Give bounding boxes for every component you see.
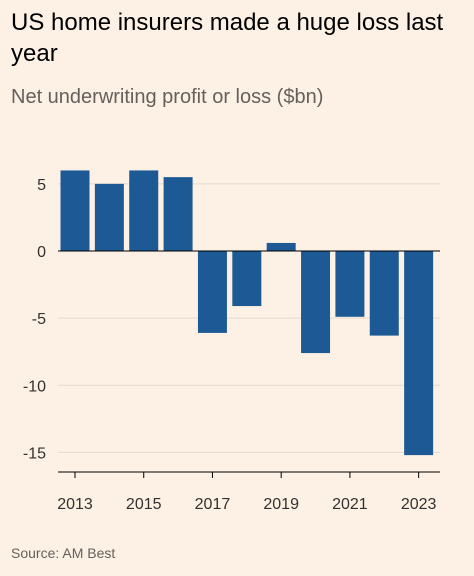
x-tick-label: 2013 <box>57 496 93 513</box>
y-tick-label: 0 <box>37 244 46 261</box>
bar-2020 <box>301 251 331 354</box>
bar-2013 <box>60 170 90 251</box>
chart-subtitle: Net underwriting profit or loss ($bn) <box>11 86 324 108</box>
bar-2022 <box>369 251 399 336</box>
bar-2014 <box>94 183 124 251</box>
bar-2018 <box>232 251 262 307</box>
bar-2023 <box>404 251 434 456</box>
y-tick-labels: 5 0 -5 -10 -15 <box>23 177 46 463</box>
bar-2015 <box>129 170 159 251</box>
bar-2017 <box>197 251 227 333</box>
x-tick-label: 2021 <box>332 496 368 513</box>
y-tick-label: -10 <box>23 378 46 395</box>
source-note: Source: AM Best <box>11 545 116 561</box>
bar-chart: 5 0 -5 -10 -15 2013 2015 2017 2019 2021 2023 <box>23 170 440 513</box>
x-tick-label: 2019 <box>263 496 299 513</box>
x-tick-label: 2015 <box>126 496 162 513</box>
bar-2019 <box>266 242 296 251</box>
y-tick-label: 5 <box>37 177 46 194</box>
bar-2016 <box>163 177 193 251</box>
x-tick-label: 2017 <box>195 496 231 513</box>
x-axis: 2013 2015 2017 2019 2021 2023 <box>57 471 440 513</box>
y-tick-label: -5 <box>32 311 46 328</box>
x-tick-label: 2023 <box>401 496 437 513</box>
chart-title: US home insurers made a huge loss last y… <box>11 9 444 67</box>
y-tick-label: -15 <box>23 445 46 462</box>
bar-2021 <box>335 251 365 317</box>
bars <box>60 170 434 456</box>
